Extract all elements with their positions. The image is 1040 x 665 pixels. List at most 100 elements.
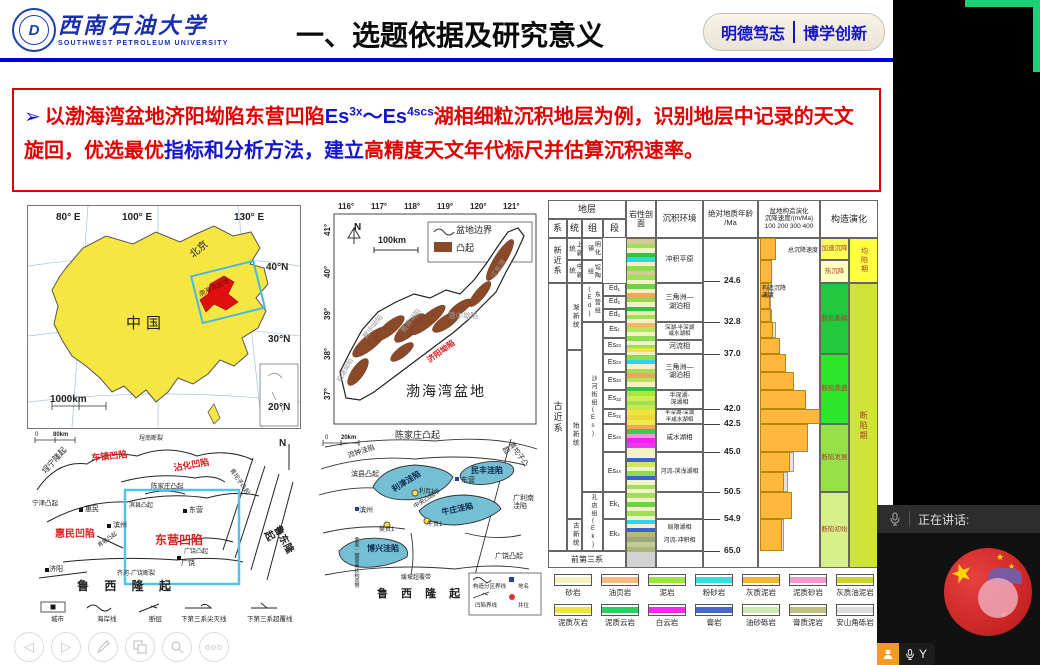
zoom-button[interactable] — [162, 632, 192, 662]
stratigraphic-column: 地层系统组段岩性剖面 沉积环境 绝对地质年龄 /Ma 盆地构造演化 沉降速度/(m/M… — [548, 200, 878, 640]
map-label: 民丰洼陷 — [471, 466, 503, 475]
age-value: 32.8 — [724, 316, 741, 326]
strat-cell: Ed 2 — [603, 296, 626, 309]
map-label: 构造分区界线 — [473, 584, 507, 590]
magnifier-icon — [171, 641, 184, 654]
bohai-basin-region — [199, 275, 239, 313]
abstract-segment: 4scs — [407, 104, 434, 118]
prev-slide-button[interactable]: ◁ — [14, 632, 44, 662]
age-value: 37.0 — [724, 348, 741, 358]
strat-cell: 三角洲— 湖泊相 — [656, 283, 703, 322]
legend-item: 安山角砾岩 — [832, 604, 878, 628]
map-label: 100km — [378, 235, 407, 245]
strat-cell: Es 4S — [603, 424, 626, 452]
lith-stripe — [627, 262, 655, 266]
legend-label: 灰质油泥岩 — [836, 588, 874, 597]
strat-cell: 统 — [567, 219, 582, 238]
next-slide-button[interactable]: ▷ — [51, 632, 81, 662]
legend-label: 泥岩 — [659, 588, 675, 597]
scalebar — [51, 402, 107, 410]
strat-cell: 咸水湖相 — [656, 424, 703, 452]
map-label: 广利南 洼陷 — [513, 495, 534, 510]
age-tick — [704, 452, 720, 453]
map-label: 东营 — [461, 477, 475, 484]
lith-stripe — [627, 476, 655, 480]
lith-stripe — [627, 257, 655, 262]
map-label: 博兴洼陷 — [367, 544, 399, 553]
speaking-label: 正在讲话: — [918, 512, 970, 527]
total-subsidence-bar — [760, 338, 780, 354]
legend-swatch — [742, 604, 780, 616]
more-button[interactable]: ooo — [199, 632, 229, 662]
legend-label: 泥质云岩 — [605, 618, 635, 627]
lith-stripe — [627, 248, 655, 253]
legend-uplift-symbol — [434, 242, 452, 252]
legend-swatch — [836, 604, 874, 616]
age-tick — [704, 424, 720, 425]
abstract-segment: 指标和分析方法，建立 — [164, 139, 364, 162]
lith-stripe — [627, 471, 655, 476]
map-label: 海岸线 — [97, 616, 117, 623]
strat-cell: Es 3Z — [603, 390, 626, 409]
legend-item: 砂岩 — [550, 574, 596, 598]
china-location-map: 80° E 100° E 130° E 40°N 30°N 20°N 中国 北京 渤海湾盆地 10… — [27, 205, 301, 429]
strat-cell: 东营组(Ed) — [582, 283, 603, 322]
legend-symbols — [472, 577, 515, 600]
strat-cell: 沉积环境 — [656, 200, 703, 238]
map-label: 宁津凸起 — [32, 500, 58, 507]
legend-item: 油页岩 — [597, 574, 643, 598]
map-label: 城市 — [51, 616, 64, 623]
lith-stripe — [627, 542, 655, 547]
abstract-segment: 湖相细粒沉积地层为例，识别地层中记录的天文旋回，优选最优 — [24, 105, 854, 162]
pen-button[interactable] — [88, 632, 118, 662]
legend-swatch — [836, 574, 874, 586]
dongying-study-rect — [123, 488, 241, 586]
participant-name-badge: Y — [899, 643, 936, 665]
china-map-graphic — [28, 206, 300, 428]
legend-swatch — [648, 604, 686, 616]
total-subsidence-bar — [760, 472, 784, 492]
lith-stripe — [627, 467, 655, 471]
legend-swatch — [742, 574, 780, 586]
strat-cell: 绝对地质年龄 /Ma — [703, 200, 758, 238]
strat-cell: 明化镇 — [582, 238, 603, 260]
map-label: 20km — [341, 435, 357, 441]
strat-cell — [703, 238, 758, 568]
strat-cell: 前第三系 — [548, 551, 626, 568]
map-label: 渤海湾盆地 — [406, 383, 486, 399]
map-label: 齐河-广饶断裂 — [117, 571, 155, 577]
lith-stripe — [627, 302, 655, 307]
map-label: 37° — [323, 387, 332, 400]
map-label: 120° — [470, 202, 487, 211]
lith-stripe — [627, 410, 655, 415]
lith-stripe — [627, 323, 655, 327]
lith-stripe — [627, 498, 655, 502]
map-label: 121° — [503, 202, 520, 211]
total-subsidence-bar — [760, 354, 786, 372]
slides-panel-button[interactable] — [125, 632, 155, 662]
participant-initial: Y — [919, 647, 928, 661]
map-label: 116° — [338, 202, 355, 211]
map-label: 0 — [35, 432, 39, 438]
lith-stripe — [627, 443, 655, 448]
jiyang-map-graphic — [34, 437, 294, 613]
lith-stripe — [627, 396, 655, 401]
city-markers — [355, 477, 459, 511]
legend-swatch — [601, 574, 639, 586]
legend-label: 油砂砾岩 — [746, 618, 776, 627]
strat-cell: Es 3S — [603, 372, 626, 390]
lith-stripe — [627, 489, 655, 493]
age-value: 45.0 — [724, 446, 741, 456]
total-subsidence-bar — [760, 519, 782, 551]
star-icon: ★ — [1008, 562, 1016, 571]
speaker-avatar: ★ ★ ★ ★ ★ — [944, 548, 1032, 636]
motto-right: 博学创新 — [803, 26, 868, 43]
age-tick — [704, 492, 720, 493]
strat-cell — [656, 492, 703, 519]
lith-stripe — [627, 485, 655, 489]
strat-cell: 冲积平原 — [656, 238, 703, 283]
lith-stripe — [627, 462, 655, 467]
legend-label: 灰质泥岩 — [746, 588, 776, 597]
age-value: 24.6 — [724, 275, 741, 285]
map-label: 100° E — [122, 212, 153, 223]
